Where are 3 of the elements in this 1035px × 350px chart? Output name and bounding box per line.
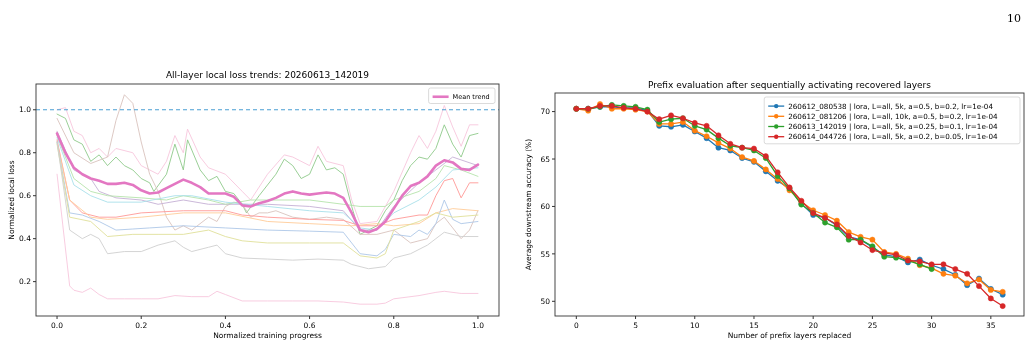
chart-title: Prefix evaluation after sequentially activating recovered layers (647, 80, 932, 90)
text: 10 (1007, 12, 1021, 25)
chart-title: All-layer local loss trends: 20260613_142019 (165, 70, 370, 80)
